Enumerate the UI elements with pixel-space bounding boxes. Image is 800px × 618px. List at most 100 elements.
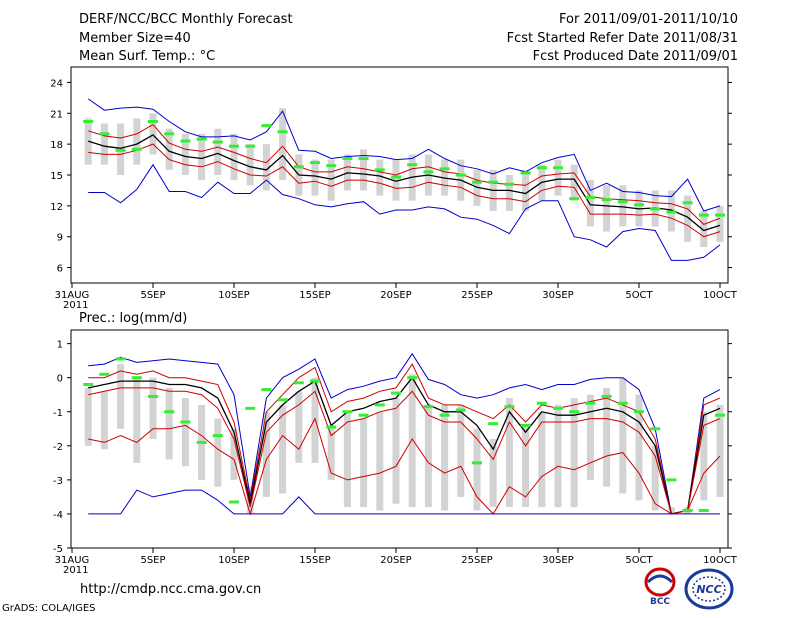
- temperature-spread-box: [392, 159, 400, 201]
- precipitation-series-lower: [88, 387, 721, 515]
- precipitation-y-tick-label: -5: [53, 544, 63, 555]
- temperature-observed-marker: [164, 132, 175, 136]
- precipitation-series-p10: [88, 417, 721, 516]
- temperature-observed-marker: [342, 157, 353, 161]
- temperature-spread-box: [181, 133, 189, 175]
- temperature-observed-marker: [553, 166, 563, 170]
- precipitation-spread-box: [457, 404, 465, 497]
- bcc-logo-swoosh: [646, 574, 674, 584]
- temperature-observed-marker: [617, 200, 628, 204]
- temperature-observed-marker: [455, 173, 466, 177]
- temperature-observed-marker: [715, 213, 725, 217]
- precipitation-x-tick-label: 30SEP: [542, 555, 573, 566]
- temperature-observed-marker: [131, 147, 142, 151]
- precipitation-observed-marker: [374, 403, 385, 407]
- precipitation-spread-box: [279, 404, 287, 494]
- temperature-observed-marker: [358, 157, 369, 161]
- temperature-spread-box: [327, 159, 335, 201]
- temperature-observed-marker: [634, 203, 644, 207]
- temperature-spread-box: [198, 133, 206, 181]
- temperature-spread-box: [246, 144, 254, 186]
- forecast-produced-label: Fcst Produced Date 2011/09/01: [532, 49, 738, 64]
- precipitation-title: Prec.: log(mm/d): [79, 311, 187, 326]
- ncc-logo-icon: NCC: [684, 568, 734, 610]
- precipitation-spread-box: [700, 411, 708, 501]
- precipitation-spread-box: [214, 418, 222, 487]
- temperature-observed-marker: [180, 139, 191, 143]
- temperature-observed-marker: [666, 210, 677, 214]
- temperature-spread-box: [230, 133, 238, 181]
- precipitation-series-mean: [88, 376, 721, 515]
- temperature-observed-marker: [99, 132, 110, 136]
- precipitation-x-tick-label: 15SEP: [299, 555, 330, 566]
- website-url[interactable]: http://cmdp.ncc.cma.gov.cn: [80, 582, 262, 597]
- temperature-observed-marker: [212, 140, 223, 144]
- precipitation-series-min: [88, 489, 720, 515]
- temperature-observed-marker: [682, 201, 693, 205]
- temperature-y-tick-label: 12: [50, 202, 63, 213]
- precipitation-spread-box: [505, 398, 513, 508]
- ncc-logo-text: NCC: [696, 583, 721, 596]
- precipitation-spread-box: [554, 404, 562, 508]
- temperature-observed-marker: [115, 148, 126, 152]
- precipitation-observed-marker: [196, 440, 207, 444]
- precipitation-spread-box: [473, 428, 481, 511]
- temperature-y-tick-label: 6: [57, 264, 63, 275]
- precipitation-spread-box: [343, 411, 351, 508]
- temperature-spread-box: [214, 128, 222, 175]
- temperature-spread-box: [586, 180, 594, 227]
- temperature-spread-box: [505, 175, 513, 211]
- precipitation-spread-box: [667, 507, 675, 514]
- precipitation-observed-marker: [423, 405, 434, 409]
- precipitation-observed-marker: [536, 401, 547, 405]
- precipitation-observed-marker: [342, 410, 353, 414]
- temperature-observed-marker: [391, 175, 401, 179]
- precipitation-observed-marker: [261, 388, 272, 392]
- temperature-spread-box: [262, 144, 270, 191]
- precipitation-spread-box: [181, 398, 189, 467]
- precipitation-spread-box: [522, 425, 530, 508]
- precipitation-observed-marker: [504, 405, 515, 409]
- precipitation-spread-box: [327, 425, 335, 480]
- precipitation-spread-box: [100, 391, 108, 450]
- precipitation-spread-box: [262, 411, 270, 497]
- temperature-observed-marker: [698, 213, 709, 217]
- temperature-y-tick-label: 21: [50, 109, 63, 120]
- temperature-observed-marker: [569, 197, 580, 201]
- temperature-observed-marker: [488, 180, 499, 184]
- precipitation-spread-box: [586, 394, 594, 480]
- ncc-logo-ring: [684, 568, 734, 610]
- temperature-series-max: [87, 98, 721, 212]
- temperature-x-tick-label: 15SEP: [299, 290, 330, 301]
- temperature-spread-box: [360, 149, 368, 191]
- precipitation-spread-box: [424, 404, 432, 508]
- precipitation-observed-marker: [407, 376, 418, 380]
- precipitation-observed-marker: [310, 379, 320, 383]
- temperature-x-tick-label: 31AUG: [55, 290, 90, 301]
- temperature-spread-box: [603, 185, 611, 232]
- temperature-spread-box: [570, 164, 578, 201]
- precipitation-x-tick-label: 25SEP: [461, 555, 492, 566]
- temperature-observed-marker: [407, 163, 418, 167]
- precipitation-observed-marker: [472, 461, 482, 465]
- precipitation-spread-box: [165, 387, 173, 460]
- member-size-label: Member Size=40: [79, 31, 191, 46]
- precipitation-observed-marker: [229, 500, 239, 504]
- temperature-observed-marker: [504, 182, 515, 186]
- precipitation-spread-box: [408, 374, 416, 508]
- precipitation-observed-marker: [520, 423, 531, 427]
- temperature-observed-marker: [229, 144, 239, 148]
- precipitation-y-tick-label: 0: [57, 374, 63, 385]
- temperature-spread-box: [700, 211, 708, 247]
- ncc-logo-inner-ring: [692, 576, 726, 602]
- temperature-y-tick-label: 9: [57, 233, 63, 244]
- precipitation-observed-marker: [650, 427, 661, 431]
- temperature-series-min: [88, 163, 721, 261]
- temperature-observed-marker: [261, 124, 272, 128]
- precipitation-y-tick-label: -3: [53, 476, 63, 487]
- temperature-y-tick-label: 24: [50, 78, 63, 89]
- precipitation-observed-marker: [439, 413, 450, 417]
- temperature-x-tick-label: 30SEP: [542, 290, 573, 301]
- precipitation-observed-marker: [212, 434, 223, 438]
